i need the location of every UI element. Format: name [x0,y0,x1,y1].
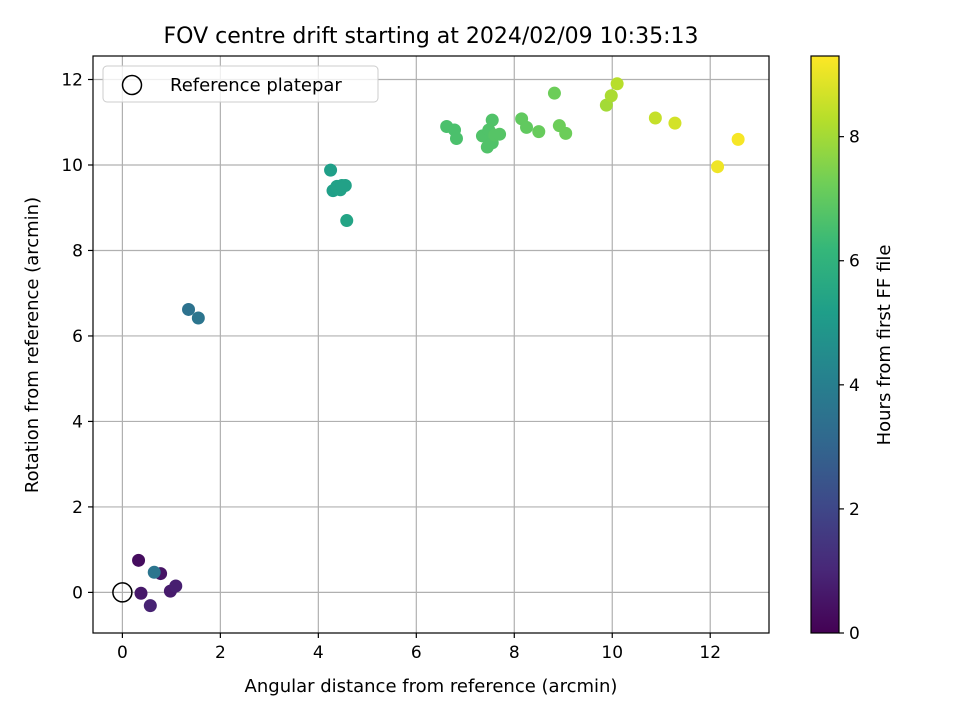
colorbar-frame [810,55,840,634]
data-point [532,125,546,139]
colorbar-tick-label: 0 [849,624,860,644]
colorbar-tick-label: 6 [849,252,860,272]
x-axis-ticks: 0 2 4 6 8 10 12 [117,633,721,663]
legend-marker-hollow-circle [121,74,143,96]
x-tick-label: 4 [313,643,324,663]
x-tick-label: 8 [509,643,520,663]
data-point [338,179,352,193]
colorbar-tick-label: 2 [849,500,860,520]
data-point [648,111,662,125]
colorbar-tick-label: 8 [849,128,860,148]
legend-box [102,65,379,103]
data-point [340,214,354,228]
y-tick-label: 4 [72,412,83,432]
data-point [610,77,624,91]
axes-frame [92,55,770,634]
data-point [134,586,148,600]
x-tick-label: 0 [117,643,128,663]
data-point [711,160,725,174]
colorbar: 0 2 4 6 8 Hours from first FF file [810,55,895,644]
data-points [132,77,745,613]
colorbar-gradient [811,56,839,633]
data-point [485,113,499,127]
x-tick-label: 10 [601,643,623,663]
y-tick-label: 0 [72,583,83,603]
data-point [520,120,534,134]
y-tick-label: 6 [72,327,83,347]
x-axis-label: Angular distance from reference (arcmin) [245,676,618,697]
colorbar-ticks: 0 2 4 6 8 [839,128,860,644]
colorbar-label: Hours from first FF file [874,245,895,446]
data-point [169,579,183,593]
y-tick-label: 8 [72,241,83,261]
data-point [559,126,573,140]
y-axis-ticks: 0 2 4 6 8 10 12 [61,71,93,603]
data-point [324,163,338,177]
colorbar-tick-label: 4 [849,376,860,396]
data-point [191,311,205,325]
reference-platepar-marker [112,582,133,603]
data-point [668,116,682,130]
y-tick-label: 10 [61,156,83,176]
data-point [147,565,161,579]
grid-lines [93,56,769,633]
data-point [604,89,618,103]
data-point [143,599,157,613]
data-point [731,132,745,146]
x-tick-label: 2 [215,643,226,663]
data-point [449,131,463,145]
y-tick-label: 12 [61,71,83,91]
reference-marker-layer [112,582,133,603]
legend-entry-label: Reference platepar [170,75,342,96]
data-point [132,553,146,567]
data-point [493,127,507,141]
y-tick-label: 2 [72,498,83,518]
x-tick-label: 12 [699,643,721,663]
chart-title: FOV centre drift starting at 2024/02/09 … [164,24,699,49]
x-tick-label: 6 [411,643,422,663]
legend: Reference platepar [102,65,379,103]
data-point [182,302,196,316]
y-axis-label: Rotation from reference (arcmin) [22,197,43,493]
data-point [547,86,561,100]
